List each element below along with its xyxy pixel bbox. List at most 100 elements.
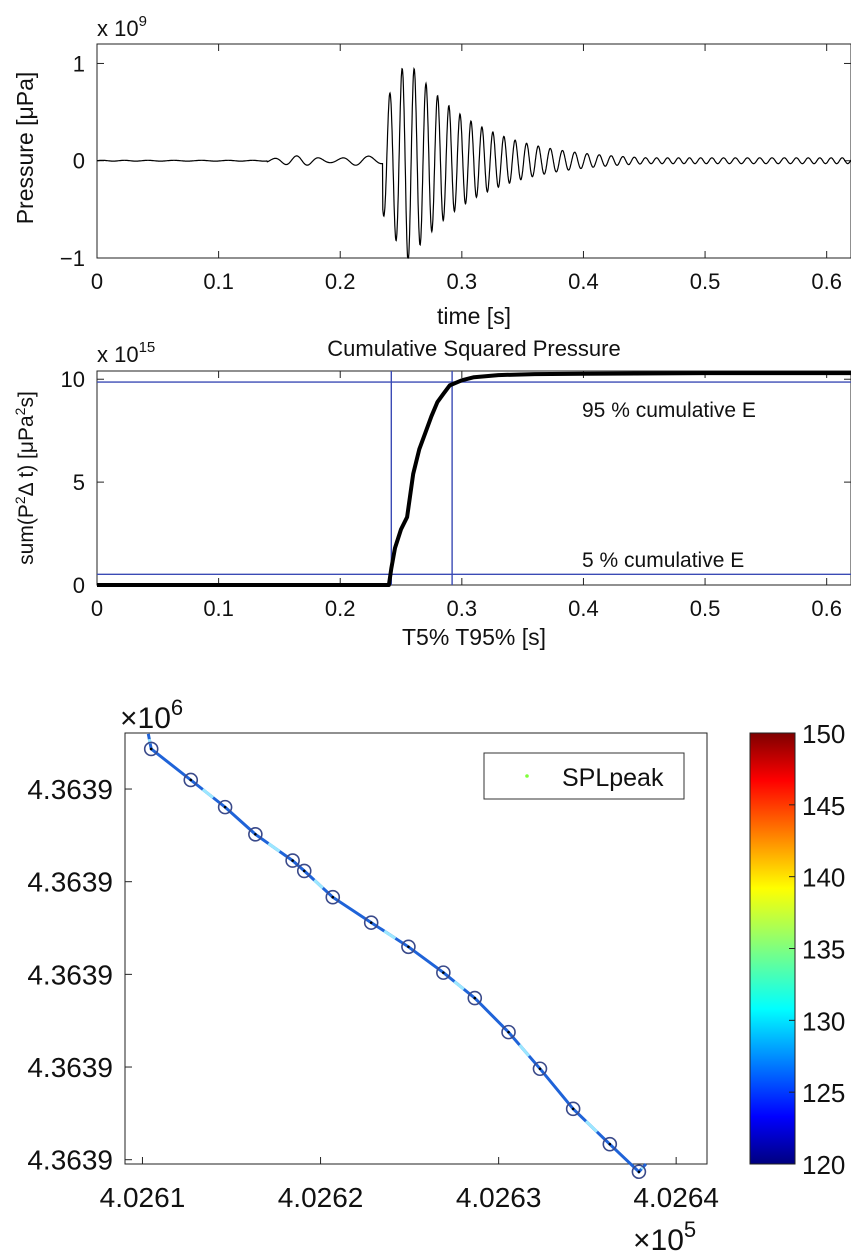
y-tick-label: 1 (73, 51, 85, 76)
track-circle-marker (143, 741, 159, 757)
y-tick-label: 0 (73, 573, 85, 598)
track-point (608, 1142, 612, 1146)
track-point (223, 805, 227, 809)
track-circle-marker (565, 1101, 581, 1117)
track-point (571, 1107, 575, 1111)
y-tick-label: 4.3639 (27, 959, 113, 990)
x-tick-label: 0.4 (568, 269, 599, 294)
track-circle-marker (217, 799, 233, 815)
y-tick-label: 4.3639 (27, 1052, 113, 1083)
y-tick-label: 0 (73, 149, 85, 174)
track-point (291, 859, 294, 862)
colorbar-tick-label: 130 (802, 1006, 845, 1036)
colorbar-ticks: 150 145 140 135 130 125 120 (789, 719, 845, 1180)
y-exponent-label: ×106 (120, 695, 183, 735)
cumulative-x-axis-label: T5% T95% [s] (402, 624, 546, 650)
y-tick-label: 4.3639 (27, 774, 113, 805)
track-highlight-segment (518, 1043, 531, 1057)
track-point (507, 1030, 510, 1034)
x-tick-label: 4.0263 (456, 1182, 542, 1213)
colorbar-tick-label: 145 (802, 791, 845, 821)
track-point (442, 971, 445, 974)
track-point (538, 1067, 542, 1071)
pressure-x-axis-label: time [s] (437, 303, 511, 329)
x-tick-label: 0 (91, 596, 103, 621)
track-circle-marker (436, 965, 451, 980)
x-tick-label: 0.5 (690, 269, 721, 294)
y-tick-label: 10 (61, 367, 85, 392)
track-circle-marker (532, 1061, 548, 1077)
colorbar-tick-label: 135 (802, 935, 845, 965)
pressure-plot-area (96, 43, 851, 259)
legend-marker-spl-peak (525, 774, 529, 778)
track-highlight-segment (453, 980, 465, 991)
track-point (149, 747, 153, 751)
x-tick-label: 0.4 (568, 596, 599, 621)
pressure-x-ticks: 0 0.1 0.2 0.3 0.4 0.5 0.6 (91, 44, 842, 294)
colorbar (749, 732, 796, 1165)
track-point (369, 921, 373, 924)
cumulative-plot-area (96, 370, 851, 586)
y-tick-label: 5 (73, 470, 85, 495)
x-tick-label: 0.2 (325, 269, 356, 294)
track-circle-marker (631, 1164, 647, 1180)
cumulative-chart: Cumulative Squared Pressure x 1015 0510 … (12, 336, 851, 650)
pressure-y-axis-label: Pressure [μPa] (12, 72, 38, 225)
track-highlight-segment (313, 879, 324, 890)
track-point (302, 869, 306, 873)
x-tick-label: 4.0262 (278, 1182, 364, 1213)
y-tick-label: 4.3639 (27, 867, 113, 898)
track-highlight-segment (267, 842, 281, 853)
track-point (331, 895, 335, 899)
x-tick-label: 0.3 (447, 596, 478, 621)
pressure-waveform-line (97, 66, 851, 259)
track-highlight-segment (383, 929, 397, 940)
track-circle-marker (248, 826, 263, 842)
track-circle-marker (363, 915, 379, 930)
x-tick-label: 0.5 (690, 596, 721, 621)
track-point (254, 832, 257, 836)
cumulative-reference-lines (97, 371, 851, 585)
colorbar-tick-label: 120 (802, 1150, 845, 1180)
vessel-track (146, 733, 648, 1174)
track-map-chart: ×106 4.3639 4.3639 4.3639 4.3639 4.3639 4.02… (27, 695, 845, 1257)
pressure-chart: x 109 −101 0 0.1 0.2 0.3 0.4 0.5 0.6 time [s] … (12, 13, 851, 329)
track-circle-marker (285, 853, 300, 868)
x-tick-label: 0.1 (203, 269, 234, 294)
track-point (473, 996, 477, 1000)
x-tick-label: 0.6 (811, 596, 842, 621)
annotation-95-percent: 95 % cumulative E (582, 399, 756, 422)
x-tick-label: 0.2 (325, 596, 356, 621)
track-point (189, 778, 193, 782)
track-highlight-segment (584, 1120, 599, 1133)
track-highlight-segment (201, 788, 215, 799)
cumulative-y-ticks: 0 5 10 (61, 367, 851, 598)
track-circle-marker (602, 1136, 618, 1152)
x-tick-label: 0.6 (811, 269, 842, 294)
x-tick-label: 0 (91, 269, 103, 294)
cumulative-chart-title: Cumulative Squared Pressure (327, 336, 620, 361)
track-circle-marker (296, 863, 312, 879)
track-point (407, 945, 410, 949)
track-point (637, 1170, 641, 1174)
x-exponent-label: ×105 (633, 1217, 696, 1257)
legend-box (483, 752, 685, 800)
cumulative-y-axis-label: sum(P2Δ t) [μPa2s] (12, 391, 38, 565)
legend-label-spl-peak: SPLpeak (562, 764, 664, 792)
colorbar-tick-label: 125 (802, 1078, 845, 1108)
y-tick-label: −1 (60, 246, 85, 271)
track-circle-markers (143, 741, 647, 1180)
track-circle-marker (467, 990, 483, 1006)
colorbar-tick-label: 140 (802, 863, 845, 893)
x-tick-label: 0.3 (447, 269, 478, 294)
cumulative-exponent-label: x 1015 (97, 339, 155, 367)
x-tick-label: 4.0261 (100, 1182, 186, 1213)
track-y-ticks: 4.3639 4.3639 4.3639 4.3639 4.3639 (27, 774, 132, 1176)
track-circle-marker (325, 889, 341, 905)
track-circle-marker (501, 1024, 516, 1040)
pressure-exponent-label: x 109 (97, 13, 147, 41)
track-x-ticks: 4.0261 4.0262 4.0263 4.0264 (100, 1157, 719, 1213)
legend: SPLpeak (483, 752, 685, 800)
x-tick-label: 4.0264 (633, 1182, 719, 1213)
